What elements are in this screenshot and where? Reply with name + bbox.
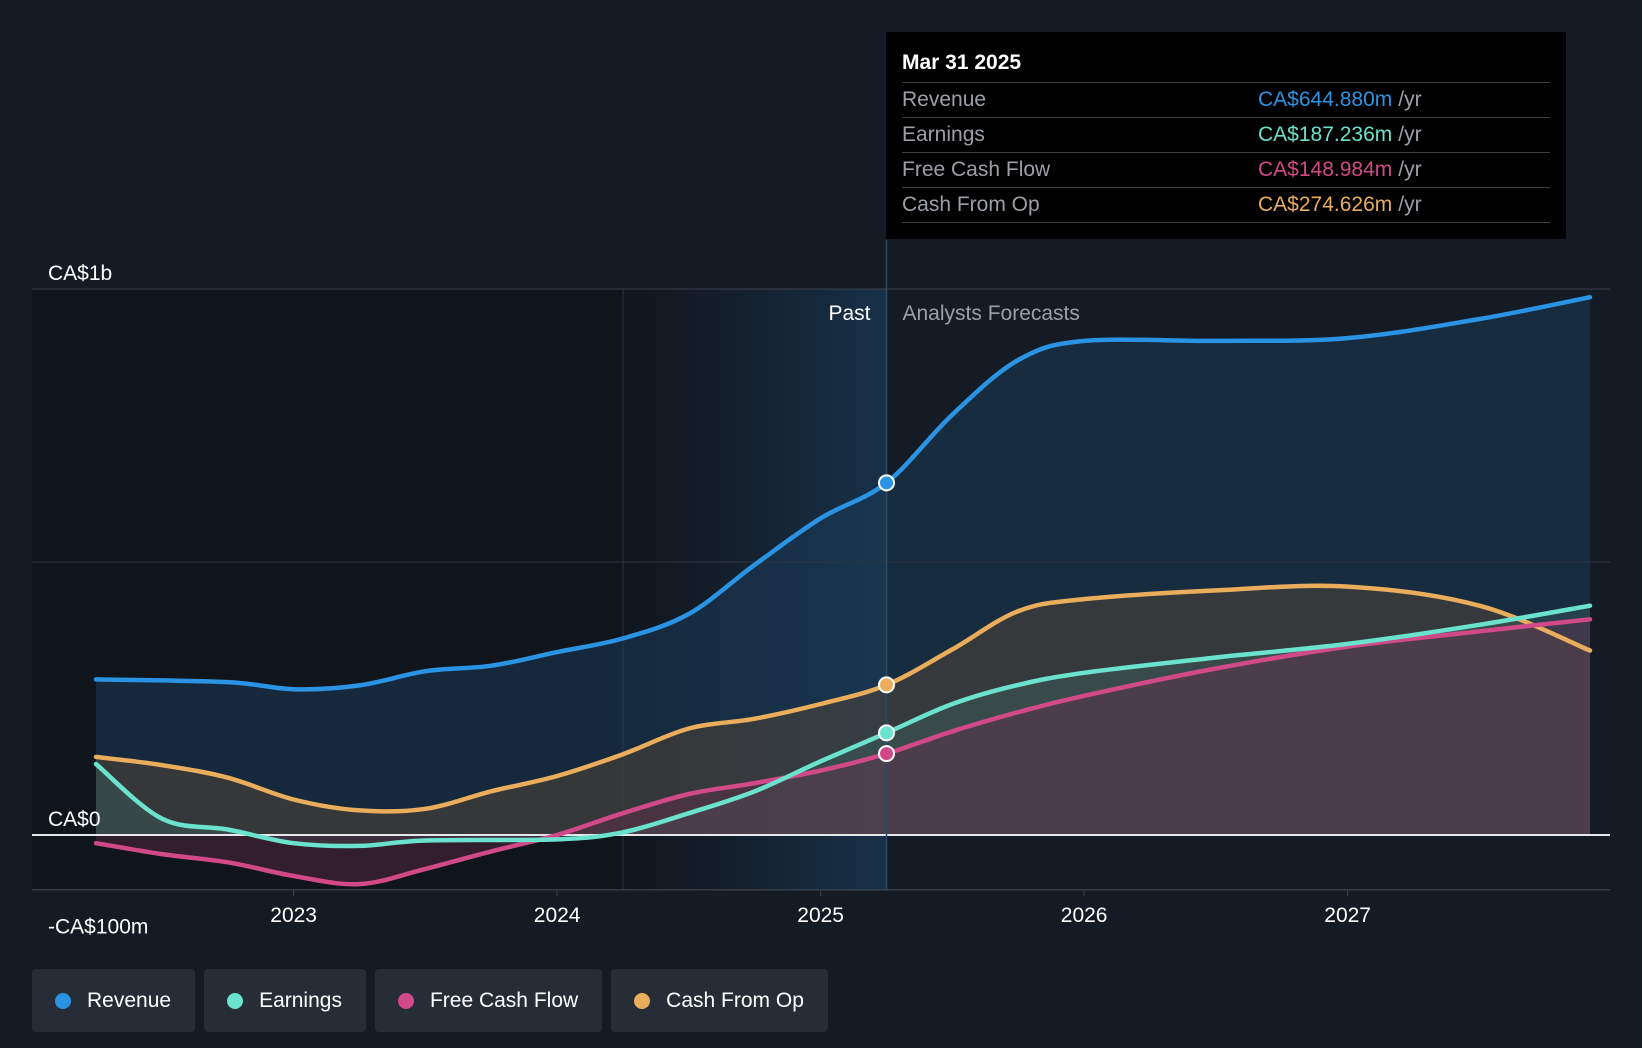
- legend-dot-icon: [55, 992, 71, 1009]
- legend-item-cash-from-op[interactable]: Cash From Op: [611, 969, 828, 1032]
- tooltip-row-free-cash-flow: Free Cash Flow CA$148.984m /yr: [902, 153, 1550, 188]
- legend-item-earnings[interactable]: Earnings: [204, 969, 366, 1032]
- x-tick-label: 2027: [1324, 904, 1371, 927]
- y-tick-label: -CA$100m: [48, 916, 148, 939]
- marker-cash-from-op[interactable]: [878, 676, 895, 694]
- tooltip-unit: /yr: [1398, 158, 1422, 181]
- marker-earnings[interactable]: [878, 724, 895, 742]
- tooltip-value: CA$644.880m: [1258, 88, 1393, 111]
- tooltip-panel: Mar 31 2025 Revenue CA$644.880m /yr Earn…: [886, 32, 1566, 239]
- legend-dot-icon: [397, 992, 414, 1009]
- area-earnings: [96, 605, 1590, 847]
- legend-item-free-cash-flow[interactable]: Free Cash Flow: [374, 969, 603, 1032]
- tooltip-unit: /yr: [1398, 88, 1422, 111]
- tooltip-row-earnings: Earnings CA$187.236m /yr: [902, 118, 1550, 153]
- tooltip-unit: /yr: [1398, 193, 1422, 216]
- tooltip-value: CA$187.236m: [1258, 123, 1393, 146]
- tooltip-row-revenue: Revenue CA$644.880m /yr: [902, 83, 1550, 118]
- legend-label: Revenue: [87, 988, 172, 1012]
- legend-dot-icon: [634, 992, 651, 1009]
- line-earnings: [93, 603, 1593, 849]
- tooltip-label: Free Cash Flow: [902, 158, 1051, 181]
- line-free-cash-flow: [93, 617, 1593, 887]
- legend-dot-icon: [227, 992, 244, 1009]
- area-free-cash-flow: [96, 619, 1590, 885]
- area-cash-from-op: [96, 585, 1590, 835]
- x-tick-label: 2024: [534, 904, 581, 927]
- tooltip-label: Earnings: [902, 123, 985, 146]
- marker-revenue[interactable]: [878, 474, 895, 492]
- tooltip-row-cash-from-op: Cash From Op CA$274.626m /yr: [902, 188, 1550, 223]
- y-tick-label: CA$0: [48, 808, 101, 831]
- y-tick-label: CA$1b: [48, 262, 112, 285]
- legend-label: Earnings: [259, 988, 342, 1012]
- tooltip-value: CA$274.626m: [1258, 193, 1393, 216]
- x-tick-label: 2026: [1061, 904, 1108, 927]
- x-tick-label: 2025: [797, 904, 844, 927]
- legend-item-revenue[interactable]: Revenue: [32, 969, 196, 1032]
- tooltip-date: Mar 31 2025: [902, 46, 1550, 83]
- forecast-label: Analysts Forecasts: [903, 302, 1080, 325]
- tooltip-unit: /yr: [1398, 123, 1422, 146]
- x-tick-label: 2023: [270, 904, 317, 927]
- line-cash-from-op: [93, 583, 1593, 814]
- legend-label: Free Cash Flow: [429, 988, 579, 1012]
- tooltip-value: CA$148.984m: [1258, 158, 1393, 181]
- line-revenue: [93, 294, 1593, 692]
- past-label: Past: [828, 302, 870, 325]
- marker-free-cash-flow[interactable]: [878, 745, 895, 763]
- tooltip-label: Cash From Op: [902, 193, 1040, 216]
- tooltip-label: Revenue: [902, 88, 987, 111]
- chart-legend: Revenue Earnings Free Cash Flow Cash Fro…: [32, 969, 828, 1032]
- area-revenue: [96, 297, 1590, 835]
- legend-label: Cash From Op: [666, 988, 804, 1012]
